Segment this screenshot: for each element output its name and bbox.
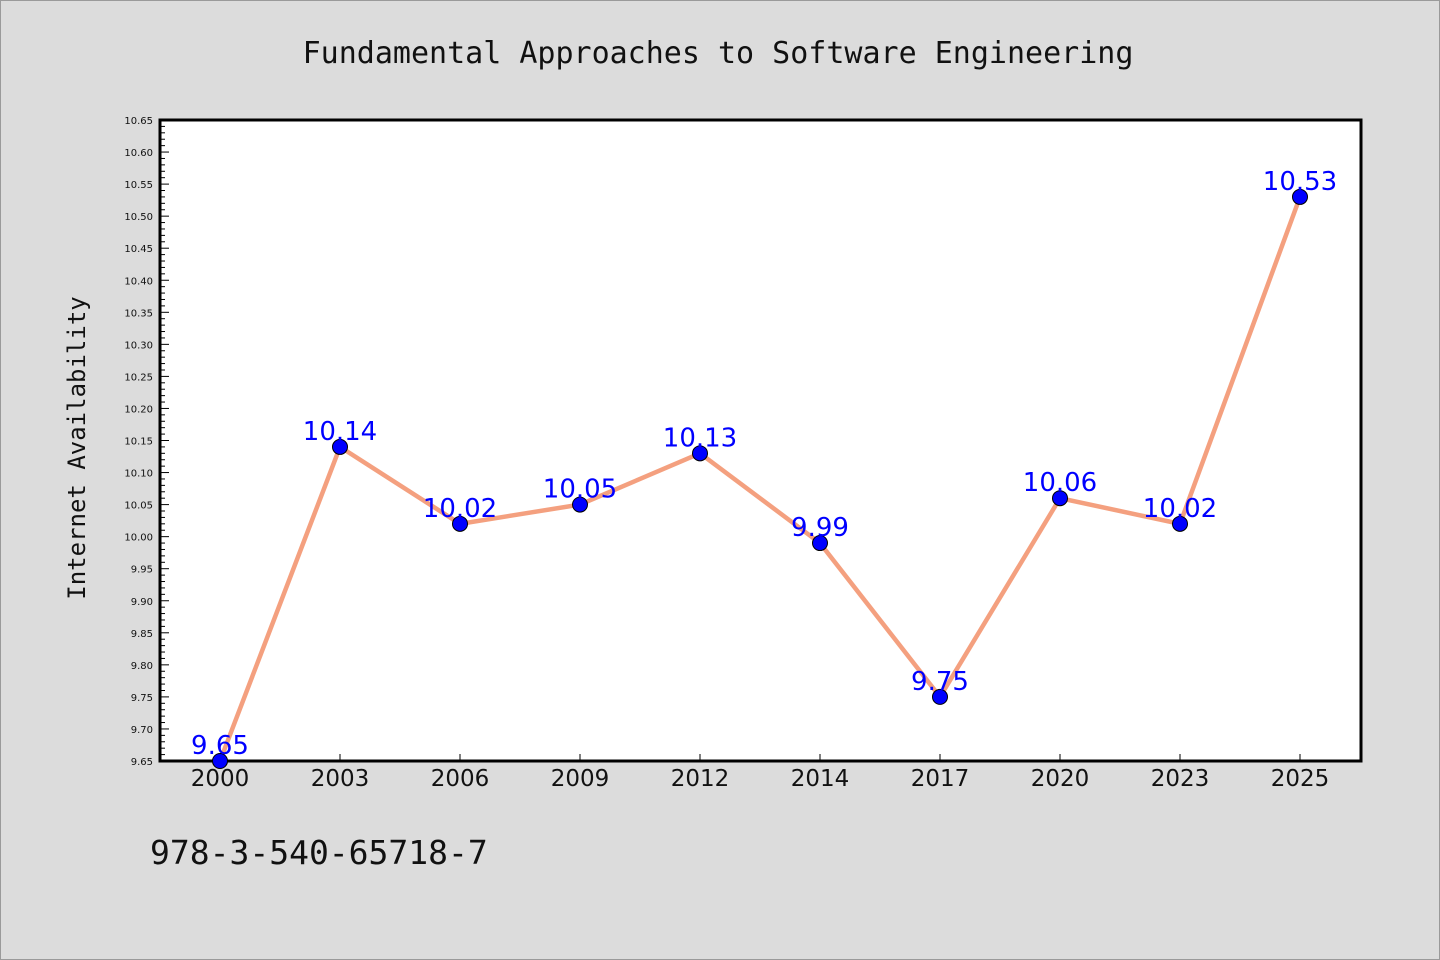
y-tick-label: 10.10: [124, 469, 153, 480]
plot-area: [158, 118, 1363, 763]
y-tick-label: 10.15: [124, 437, 153, 448]
x-tick-label: 2025: [1271, 766, 1330, 792]
x-tick-label: 2017: [911, 766, 970, 792]
y-tick-label: 10.50: [124, 212, 153, 223]
data-label: 9.65: [191, 731, 249, 761]
isbn-footer-text: 978-3-540-65718-7: [150, 833, 488, 872]
data-point-marker: [1292, 188, 1308, 205]
data-label: 9.75: [911, 667, 969, 697]
chart-title: Fundamental Approaches to Software Engin…: [303, 36, 1134, 71]
series-line-group: [217, 196, 1303, 762]
y-tick-label: 10.60: [124, 148, 153, 159]
data-point-marker: [812, 535, 828, 552]
y-tick-label: 9.85: [131, 629, 153, 640]
data-point-marker: [332, 438, 348, 455]
y-tick-label: 9.70: [131, 725, 153, 736]
y-tick-label: 10.00: [124, 533, 153, 544]
x-tick-label: 2000: [191, 766, 250, 792]
data-point-marker: [212, 753, 228, 769]
data-label-group: 9.65 10.14 10.02 10.05 10.13 9.99 9.75 10.06 10.…: [191, 167, 1337, 761]
y-tick-label: 10.25: [124, 372, 153, 383]
data-label: 10.06: [1023, 468, 1097, 498]
data-point-marker: [452, 515, 468, 532]
data-label: 9.99: [791, 513, 849, 543]
y-tick-label: 9.65: [131, 757, 153, 768]
data-point-marker: [1172, 515, 1188, 532]
y-axis: 9.65 9.70 9.75 9.80 9.85 9.90 9.95 10.00 10.05 10…: [124, 116, 169, 768]
x-tick-label: 2006: [431, 766, 490, 792]
y-tick-label: 9.80: [131, 661, 153, 672]
y-tick-label: 10.55: [124, 180, 153, 191]
data-label: 10.14: [303, 417, 377, 447]
marker-group: [212, 188, 1308, 769]
data-label: 10.02: [423, 494, 497, 524]
y-axis-label: Internet Availability: [63, 296, 91, 599]
data-label: 10.02: [1143, 494, 1217, 524]
x-tick-label: 2009: [551, 766, 610, 792]
data-point-marker: [692, 445, 708, 462]
y-tick-label: 10.45: [124, 244, 153, 255]
x-tick-label: 2020: [1031, 766, 1090, 792]
series-line: [217, 196, 1303, 762]
y-tick-label: 10.30: [124, 340, 153, 351]
y-tick-label: 10.65: [124, 116, 153, 127]
x-tick-label: 2014: [791, 766, 850, 792]
y-tick-label: 10.40: [124, 276, 153, 287]
data-label: 10.13: [663, 423, 737, 453]
data-point-marker: [1052, 490, 1068, 507]
x-tick-label: 2003: [311, 766, 370, 792]
y-tick-label: 10.20: [124, 404, 153, 415]
data-label: 10.05: [543, 475, 617, 505]
y-tick-label: 9.75: [131, 693, 153, 704]
data-point-marker: [932, 688, 948, 705]
y-tick-label: 10.05: [124, 501, 153, 512]
x-tick-label: 2012: [671, 766, 730, 792]
x-tick-label: 2023: [1151, 766, 1210, 792]
data-label: 10.53: [1263, 167, 1337, 197]
y-tick-label: 9.90: [131, 597, 153, 608]
x-axis: 2000 2003 2006 2009 2012 2014 2017 2020 2023 2025: [191, 754, 1330, 792]
data-point-marker: [572, 496, 588, 513]
y-tick-label: 9.95: [131, 565, 153, 576]
y-tick-label: 10.35: [124, 308, 153, 319]
